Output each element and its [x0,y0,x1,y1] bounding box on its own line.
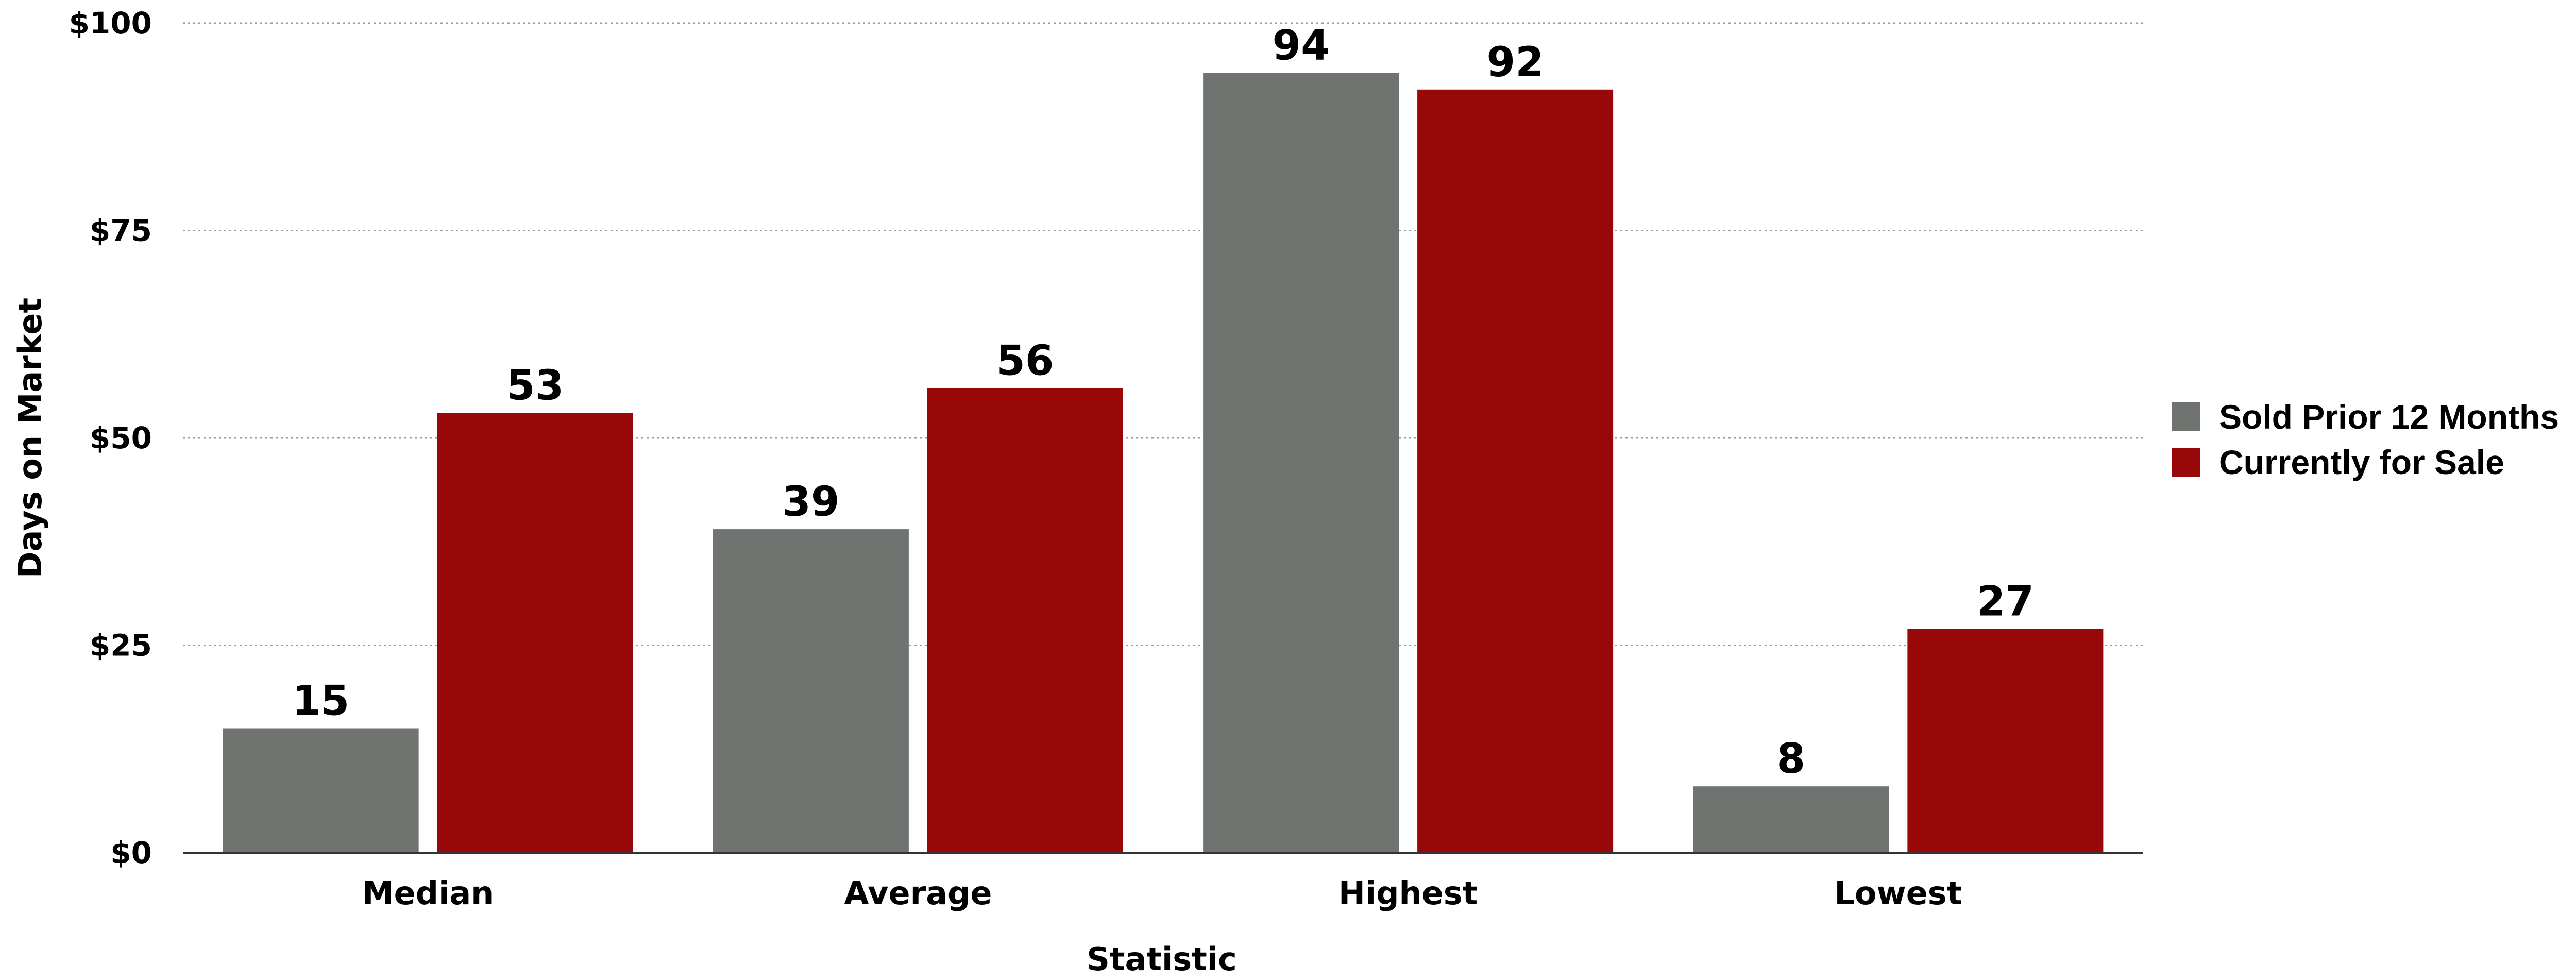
data-label: 15 [292,677,349,725]
y-tick-label: $0 [110,835,152,870]
legend-label-currently-for-sale: Currently for Sale [2219,443,2504,481]
legend-swatch-currently-for-sale [2172,448,2200,477]
legend: Sold Prior 12 Months Currently for Sale [2172,398,2559,481]
bar-currently-for-sale-median [437,413,633,853]
x-tick-label: Highest [1338,874,1478,912]
x-axis-title: Statistic [1087,940,1237,977]
bar-sold-prior-12-months-median [223,728,419,853]
x-tick-label: Median [362,874,494,912]
data-label: 53 [506,362,564,410]
data-label: 8 [1777,735,1806,783]
y-axis-title: Days on Market [11,298,49,578]
bar-sold-prior-12-months-lowest [1693,786,1889,853]
y-tick-label: $50 [90,420,152,455]
bar-sold-prior-12-months-highest [1203,73,1399,853]
y-tick-label: $100 [69,6,152,41]
labels: $0 $25 $50 $75 $100 15 53 Median 39 56 Average 94 92… [69,6,2037,912]
x-tick-label: Lowest [1834,874,1962,912]
bar-sold-prior-12-months-average [713,529,909,853]
bars [223,73,2104,853]
x-tick-label: Average [844,874,992,912]
gridlines [183,22,2143,646]
legend-swatch-sold-prior-12-months [2172,402,2200,431]
data-label: 39 [782,478,839,526]
legend-label-sold-prior-12-months: Sold Prior 12 Months [2219,398,2559,436]
data-label: 56 [996,336,1054,384]
data-label: 92 [1486,38,1544,86]
data-label: 94 [1272,22,1329,70]
y-tick-label: $75 [90,213,152,248]
bar-currently-for-sale-average [927,388,1123,853]
bar-currently-for-sale-lowest [1907,629,2104,853]
y-tick-label: $25 [90,628,152,663]
bar-currently-for-sale-highest [1417,89,1614,853]
data-label: 27 [1977,577,2034,625]
